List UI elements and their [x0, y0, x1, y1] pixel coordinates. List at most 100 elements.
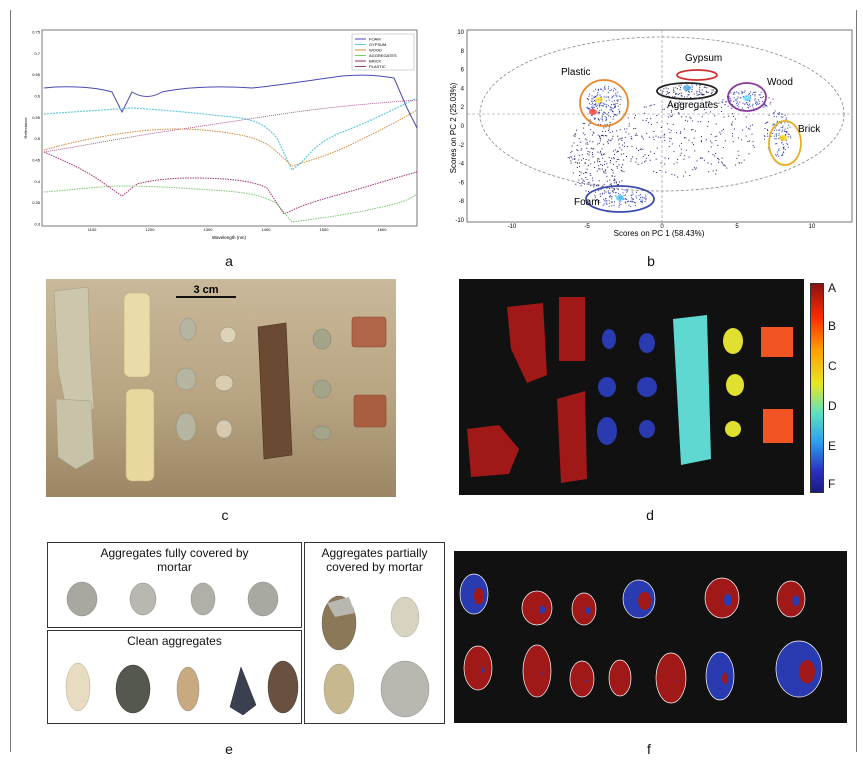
score-point [708, 100, 710, 102]
score-point [596, 184, 597, 186]
score-point [655, 135, 657, 137]
x-axis-label: Wavelength (nm) [212, 235, 247, 240]
score-point [620, 96, 622, 98]
score-point [611, 100, 613, 102]
y-tick-label: 0.7 [34, 51, 40, 56]
legend-entry: WOOD [369, 48, 382, 53]
cluster-label-plastic: Plastic [561, 67, 590, 78]
score-point [702, 94, 703, 96]
score-point [732, 141, 734, 143]
score-point [679, 132, 681, 134]
score-point [710, 133, 712, 135]
score-point [651, 123, 652, 125]
class-region-mortar [725, 421, 741, 437]
score-point [601, 154, 603, 156]
score-point [604, 160, 606, 162]
score-point [763, 96, 764, 98]
x-tick-label: 0 [660, 224, 664, 230]
score-point [645, 198, 647, 200]
score-point [691, 129, 692, 131]
score-point [678, 112, 679, 114]
score-point [691, 86, 693, 88]
score-point [642, 138, 644, 140]
score-point [582, 179, 584, 181]
score-point [645, 106, 647, 108]
score-point [609, 162, 611, 164]
score-point [778, 112, 780, 114]
score-point [635, 161, 637, 163]
score-point [689, 116, 691, 118]
score-point [580, 149, 582, 151]
score-point [748, 107, 750, 109]
score-point [589, 140, 591, 142]
score-point [715, 140, 717, 142]
score-point [599, 136, 601, 138]
score-point [587, 98, 589, 100]
score-point [714, 115, 716, 117]
score-point [618, 183, 619, 185]
score-point [695, 167, 697, 169]
score-point [768, 114, 770, 116]
score-point [781, 142, 783, 144]
score-point [680, 148, 682, 150]
score-point [619, 194, 621, 196]
score-point [588, 109, 590, 111]
score-point [588, 99, 589, 101]
score-point [576, 129, 577, 131]
score-point [597, 157, 599, 159]
score-point [600, 164, 602, 165]
score-point [675, 92, 677, 94]
score-point [617, 150, 619, 152]
score-point [784, 122, 786, 124]
panel-c-sample-photo: 3 cm [46, 279, 396, 497]
score-point [605, 100, 607, 102]
score-point [584, 183, 585, 185]
score-point [608, 115, 609, 117]
x-tick-label: 1400 [262, 227, 272, 232]
score-point [588, 191, 590, 192]
score-point [741, 90, 743, 92]
score-point [679, 154, 681, 156]
score-point [603, 190, 605, 192]
score-point [780, 127, 782, 129]
score-point [592, 154, 594, 156]
score-point [700, 92, 702, 94]
score-point [742, 129, 744, 131]
score-point [672, 124, 674, 126]
score-point [705, 106, 707, 108]
score-point [584, 138, 586, 140]
colorbar [810, 283, 824, 493]
score-point [595, 103, 596, 105]
score-point [733, 92, 735, 94]
score-point [599, 137, 601, 139]
score-point [597, 143, 599, 145]
score-point [757, 103, 759, 105]
score-point [668, 116, 670, 118]
score-point [732, 133, 734, 135]
score-point [645, 196, 647, 198]
colorbar-labels: A B C D E F [828, 281, 848, 491]
score-point [585, 143, 587, 145]
score-point [691, 84, 693, 86]
score-point [715, 169, 717, 171]
score-point [645, 194, 647, 196]
score-point [752, 93, 753, 95]
score-point [648, 136, 650, 138]
score-point [586, 147, 588, 149]
score-point [575, 183, 577, 185]
class-region-aggregate [637, 377, 657, 397]
score-point [733, 97, 735, 99]
score-point [776, 129, 778, 131]
score-point [781, 155, 783, 157]
score-point [591, 152, 593, 154]
score-point [778, 155, 780, 157]
score-point [644, 154, 646, 156]
score-point [704, 86, 706, 88]
score-point [724, 104, 726, 106]
score-point [718, 161, 720, 163]
colorbar-label-a: A [828, 281, 837, 295]
score-point [601, 153, 602, 155]
class-region-foam [559, 297, 585, 361]
score-point [636, 135, 638, 136]
score-point [734, 118, 736, 120]
